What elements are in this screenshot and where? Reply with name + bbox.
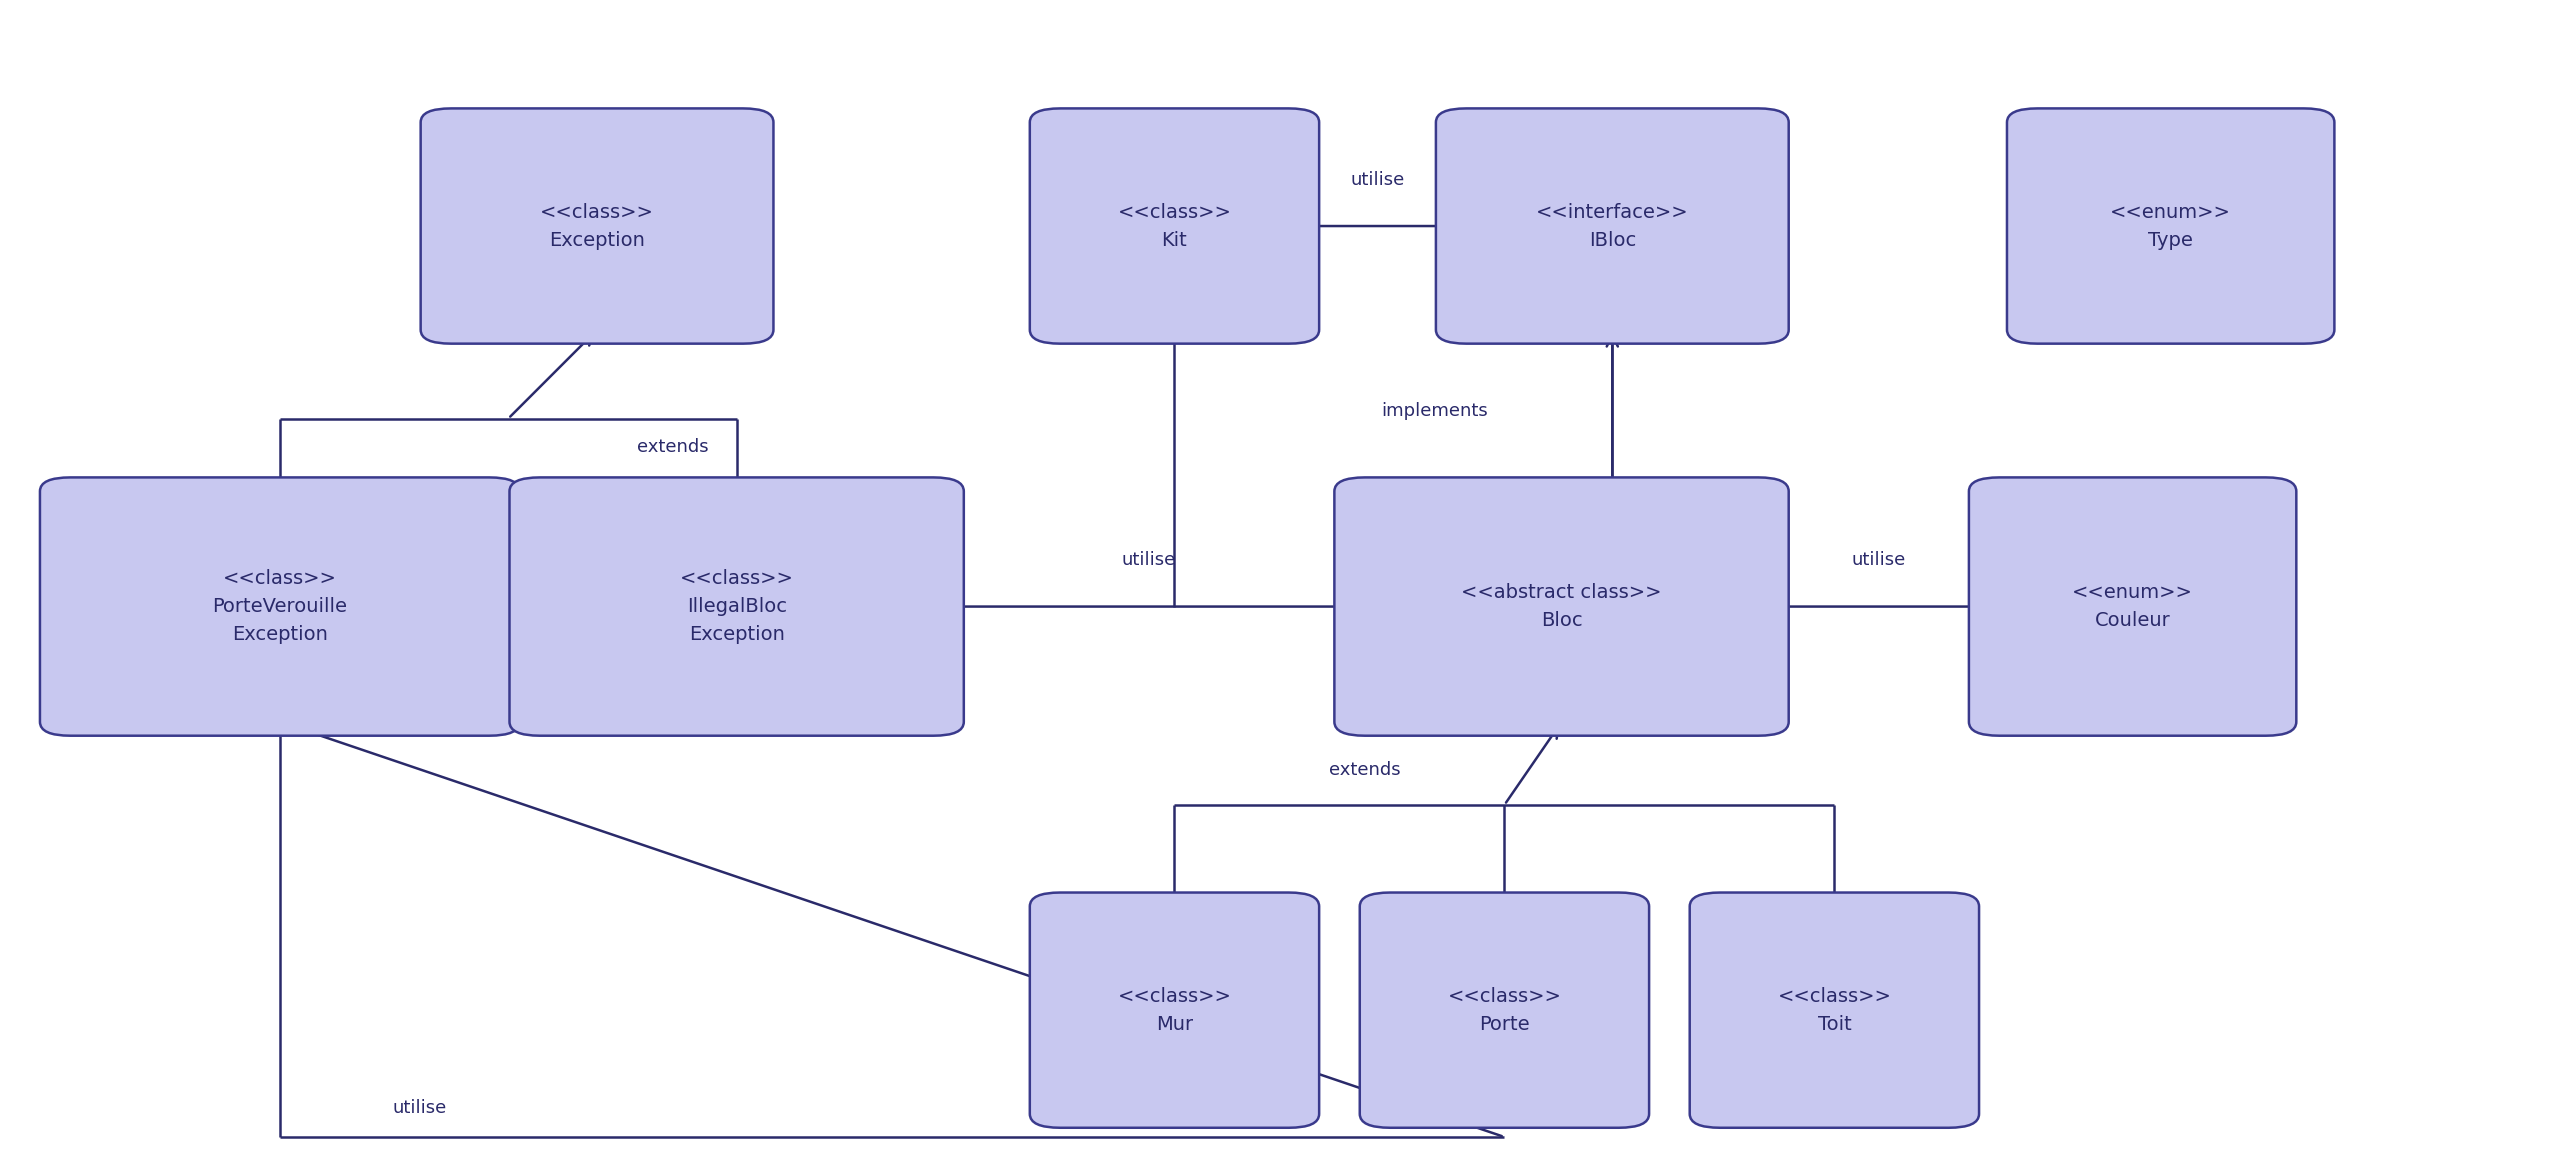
Text: utilise: utilise: [1350, 170, 1404, 189]
Text: <<abstract class>>
Bloc: <<abstract class>> Bloc: [1462, 584, 1661, 630]
FancyBboxPatch shape: [1970, 477, 2297, 735]
Text: utilise: utilise: [1853, 552, 1906, 569]
Text: extends: extends: [1330, 761, 1401, 780]
FancyBboxPatch shape: [41, 477, 521, 735]
Text: utilise: utilise: [1123, 552, 1176, 569]
Text: <<class>>
PorteVerouille
Exception: <<class>> PorteVerouille Exception: [212, 569, 347, 644]
FancyBboxPatch shape: [1031, 893, 1319, 1127]
Text: extends: extends: [638, 439, 709, 456]
Text: <<class>>
Exception: <<class>> Exception: [541, 203, 653, 250]
Text: <<enum>>
Type: <<enum>> Type: [2111, 203, 2230, 250]
Text: <<class>>
Toit: <<class>> Toit: [1776, 986, 1891, 1034]
FancyBboxPatch shape: [510, 477, 965, 735]
Text: implements: implements: [1381, 401, 1488, 419]
FancyBboxPatch shape: [1689, 893, 1978, 1127]
Text: <<class>>
Kit: <<class>> Kit: [1118, 203, 1233, 250]
Text: <<interface>>
IBloc: <<interface>> IBloc: [1536, 203, 1689, 250]
Text: <<enum>>
Couleur: <<enum>> Couleur: [2072, 584, 2192, 630]
FancyBboxPatch shape: [1031, 109, 1319, 343]
FancyBboxPatch shape: [1360, 893, 1649, 1127]
Text: <<class>>
IllegalBloc
Exception: <<class>> IllegalBloc Exception: [679, 569, 794, 644]
Text: <<class>>
Porte: <<class>> Porte: [1447, 986, 1562, 1034]
FancyBboxPatch shape: [1437, 109, 1789, 343]
Text: <<class>>
Mur: <<class>> Mur: [1118, 986, 1233, 1034]
FancyBboxPatch shape: [1335, 477, 1789, 735]
FancyBboxPatch shape: [421, 109, 773, 343]
Text: utilise: utilise: [393, 1099, 447, 1117]
FancyBboxPatch shape: [2006, 109, 2335, 343]
